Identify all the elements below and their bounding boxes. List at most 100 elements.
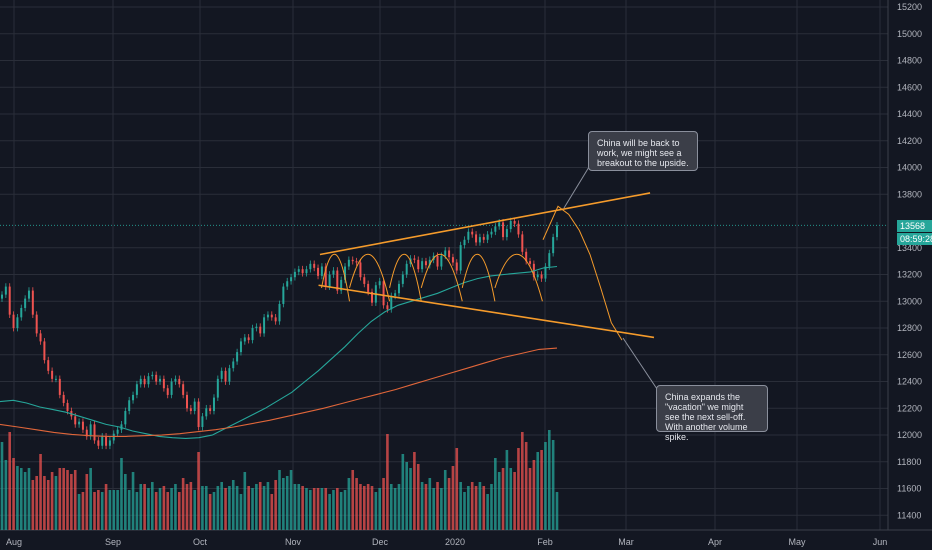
callout-pointer bbox=[563, 166, 590, 209]
volume-bar bbox=[81, 492, 85, 530]
y-tick-label: 13400 bbox=[897, 243, 922, 253]
candle-body bbox=[274, 317, 277, 322]
candle-body bbox=[178, 378, 181, 385]
volume-bar bbox=[316, 488, 320, 530]
volume-bar bbox=[212, 492, 216, 530]
volume-bar bbox=[494, 458, 497, 530]
volume-bar bbox=[35, 476, 38, 530]
candle-body bbox=[390, 295, 393, 310]
candle-body bbox=[236, 352, 239, 362]
candle-body bbox=[228, 368, 231, 382]
candle-body bbox=[440, 255, 443, 267]
candle-body bbox=[332, 270, 335, 275]
volume-bar bbox=[328, 494, 331, 530]
candle-body bbox=[97, 440, 100, 446]
candle-body bbox=[4, 286, 7, 295]
volume-bar bbox=[93, 492, 96, 530]
candle-body bbox=[139, 378, 142, 385]
candle-body bbox=[35, 314, 38, 334]
volume-bar bbox=[420, 482, 424, 530]
candle-body bbox=[301, 269, 304, 274]
volume-bar bbox=[555, 492, 559, 530]
candle-body bbox=[394, 293, 397, 296]
candle-body bbox=[363, 277, 366, 284]
volume-bar bbox=[455, 448, 459, 530]
annotation-callout-selloff[interactable]: China expands the "vacation" we might se… bbox=[656, 385, 768, 442]
candle-body bbox=[8, 286, 11, 315]
y-tick-label: 12200 bbox=[897, 403, 922, 413]
x-tick-label: Feb bbox=[537, 537, 553, 547]
annotation-text: China will be back to work, we might see… bbox=[597, 138, 689, 168]
candle-body bbox=[556, 225, 558, 238]
volume-bar bbox=[70, 474, 73, 530]
volume-bar bbox=[239, 494, 243, 530]
volume-bar bbox=[50, 472, 54, 530]
volume-bar bbox=[297, 484, 301, 530]
candle-body bbox=[12, 314, 15, 329]
bar-countdown-label: 08:59:28 bbox=[897, 233, 932, 245]
volume-bar bbox=[521, 432, 524, 530]
volume-bar bbox=[166, 492, 170, 530]
volume-bar bbox=[282, 478, 285, 530]
volume-bar bbox=[428, 478, 432, 530]
volume-bar bbox=[436, 482, 439, 530]
candle-body bbox=[340, 279, 343, 291]
candle-body bbox=[247, 337, 250, 341]
candle-body bbox=[116, 429, 119, 434]
candle-body bbox=[278, 303, 281, 322]
volume-bar bbox=[251, 488, 254, 530]
candle-body bbox=[367, 283, 370, 292]
candle-body bbox=[417, 259, 420, 270]
candle-body bbox=[197, 401, 200, 428]
last-price-value: 13568 bbox=[900, 221, 926, 231]
x-tick-label: Jun bbox=[873, 537, 888, 547]
volume-bar bbox=[312, 488, 316, 530]
annotation-callout-breakout[interactable]: China will be back to work, we might see… bbox=[588, 131, 698, 171]
volume-bar bbox=[289, 470, 293, 530]
volume-bar bbox=[85, 474, 89, 530]
volume-bar bbox=[336, 488, 339, 530]
volume-bar bbox=[513, 472, 516, 530]
y-tick-label: 14400 bbox=[897, 109, 922, 119]
volume-bar bbox=[4, 460, 8, 530]
candle-body bbox=[324, 266, 327, 287]
moving-average-fast bbox=[0, 265, 558, 439]
pattern-arc bbox=[349, 254, 391, 302]
volume-bar bbox=[116, 490, 119, 530]
candle-body bbox=[105, 436, 108, 446]
volume-bar bbox=[247, 486, 250, 530]
volume-bar bbox=[181, 478, 185, 530]
candle-body bbox=[459, 245, 462, 271]
candle-body bbox=[112, 433, 115, 441]
volume-bar bbox=[532, 460, 536, 530]
volume-bar bbox=[266, 482, 270, 530]
candle-body bbox=[155, 374, 158, 382]
y-tick-label: 12600 bbox=[897, 350, 922, 360]
volume-bar bbox=[197, 452, 200, 530]
volume-bar bbox=[470, 482, 474, 530]
candle-body bbox=[20, 307, 23, 318]
candle-body bbox=[428, 259, 431, 266]
candle-body bbox=[251, 328, 254, 341]
candle-body bbox=[405, 263, 408, 275]
volume-bar bbox=[386, 434, 389, 530]
volume-bar bbox=[31, 480, 35, 530]
candle-body bbox=[151, 374, 154, 377]
candle-body bbox=[444, 250, 447, 256]
candle-body bbox=[201, 416, 204, 428]
volume-bar bbox=[185, 484, 189, 530]
candle-body bbox=[478, 237, 481, 243]
volume-bar bbox=[23, 472, 27, 530]
volume-bar bbox=[220, 482, 223, 530]
y-tick-label: 14600 bbox=[897, 82, 922, 92]
volume-bar bbox=[451, 466, 455, 530]
pattern-arc bbox=[321, 253, 350, 302]
volume-bar bbox=[482, 486, 486, 530]
volume-bar bbox=[162, 486, 166, 530]
candle-body bbox=[255, 326, 258, 329]
x-tick-label: Mar bbox=[618, 537, 634, 547]
pattern-arc bbox=[420, 254, 463, 302]
candle-body bbox=[482, 237, 485, 240]
candle-body bbox=[101, 436, 104, 446]
